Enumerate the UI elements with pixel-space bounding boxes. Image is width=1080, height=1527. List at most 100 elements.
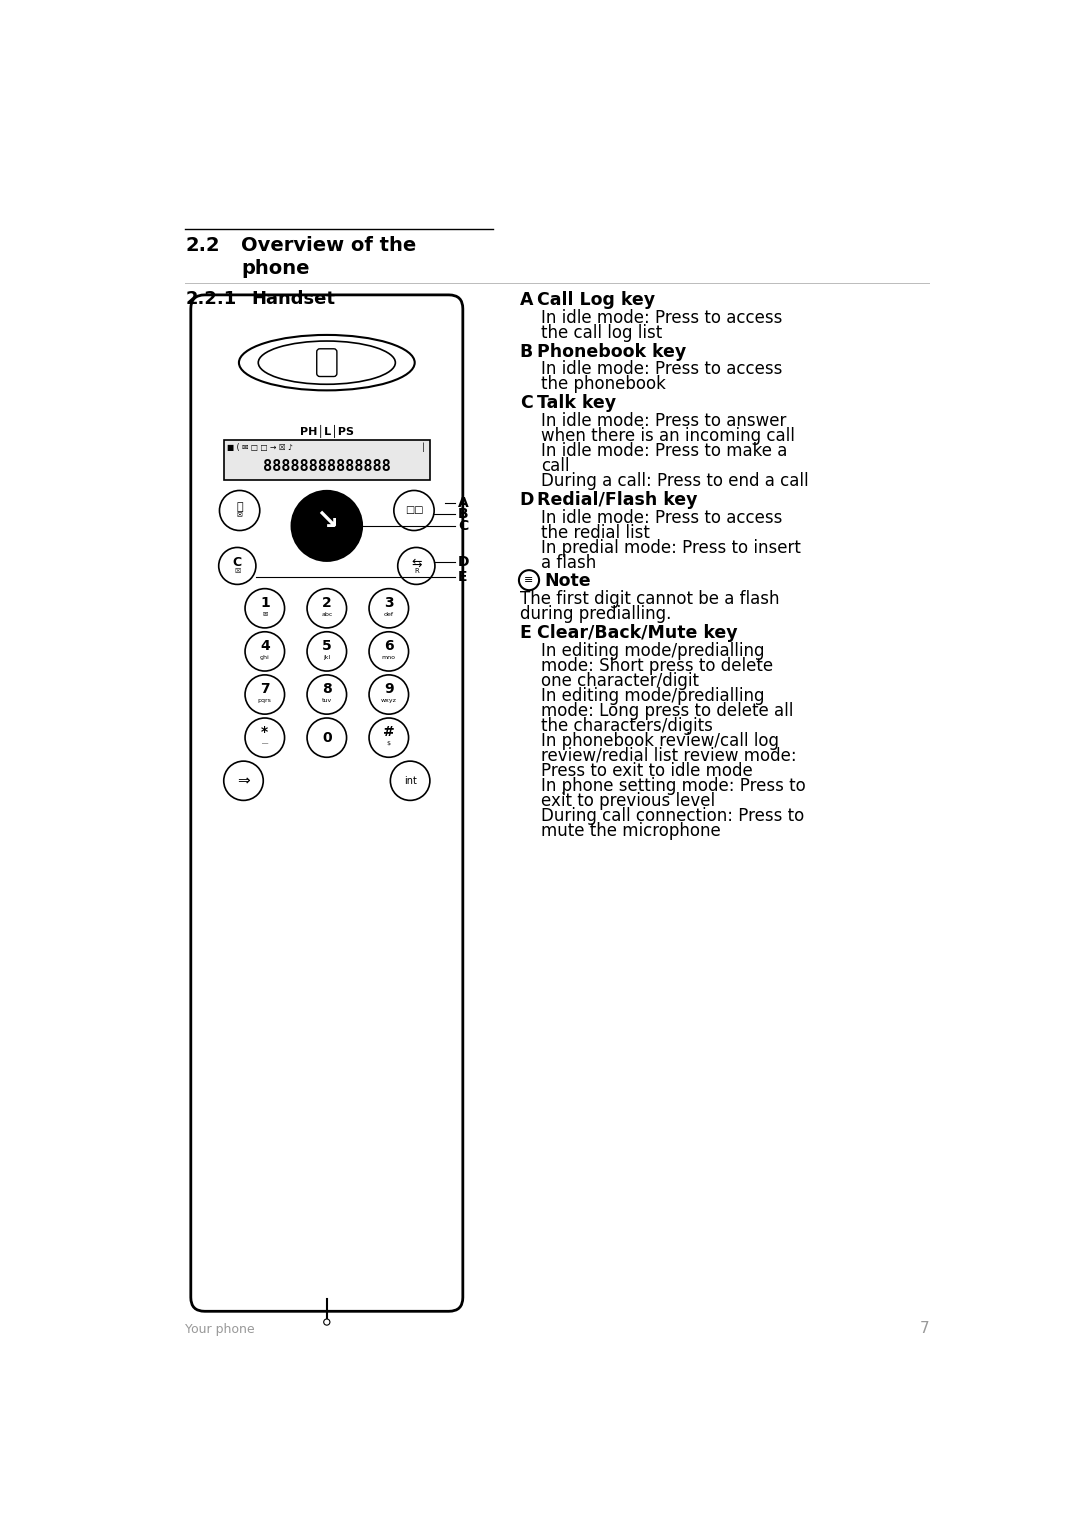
Text: mode: Short press to delete: mode: Short press to delete <box>541 657 773 675</box>
Text: def: def <box>383 612 394 617</box>
Circle shape <box>307 675 347 715</box>
Text: In phonebook review/call log: In phonebook review/call log <box>541 731 780 750</box>
Text: R: R <box>414 568 419 574</box>
Circle shape <box>394 490 434 530</box>
Circle shape <box>369 588 408 628</box>
Circle shape <box>307 718 347 757</box>
Text: abc: abc <box>321 612 333 617</box>
Text: Talk key: Talk key <box>537 394 616 412</box>
Text: review/redial list review mode:: review/redial list review mode: <box>541 747 797 765</box>
Circle shape <box>224 760 264 800</box>
Text: B: B <box>519 342 532 360</box>
Text: In idle mode: Press to access: In idle mode: Press to access <box>541 508 783 527</box>
Text: the redial list: the redial list <box>541 524 650 542</box>
Text: int: int <box>404 776 417 786</box>
Text: phone: phone <box>241 258 310 278</box>
Text: D: D <box>519 490 535 508</box>
FancyBboxPatch shape <box>316 348 337 377</box>
Text: 4: 4 <box>260 638 270 654</box>
Text: during predialling.: during predialling. <box>519 605 671 623</box>
Circle shape <box>397 548 435 585</box>
Text: Press to exit to idle mode: Press to exit to idle mode <box>541 762 753 780</box>
Circle shape <box>307 588 347 628</box>
Text: ✉: ✉ <box>262 612 268 617</box>
Text: │: │ <box>420 443 426 452</box>
Text: 6: 6 <box>384 638 393 654</box>
Text: 7: 7 <box>920 1321 930 1336</box>
Text: wxyz: wxyz <box>381 698 396 702</box>
Text: $: $ <box>387 741 391 747</box>
Text: E: E <box>519 625 531 641</box>
Text: During call connection: Press to: During call connection: Press to <box>541 806 805 825</box>
Text: one character/digit: one character/digit <box>541 672 700 690</box>
Text: ―: ― <box>261 741 268 747</box>
Text: exit to previous level: exit to previous level <box>541 793 716 809</box>
Text: ↘: ↘ <box>315 507 338 536</box>
Circle shape <box>219 490 260 530</box>
Text: ⇆: ⇆ <box>411 556 421 570</box>
Text: Redial/Flash key: Redial/Flash key <box>537 490 698 508</box>
Text: E: E <box>458 571 468 585</box>
Bar <box>225 440 430 479</box>
Text: In idle mode: Press to make a: In idle mode: Press to make a <box>541 441 787 460</box>
Text: the phonebook: the phonebook <box>541 376 666 394</box>
Text: In editing mode/predialling: In editing mode/predialling <box>541 641 765 660</box>
Circle shape <box>245 718 284 757</box>
Text: ⏱: ⏱ <box>237 502 243 513</box>
Circle shape <box>245 588 284 628</box>
Text: *: * <box>261 725 268 739</box>
Circle shape <box>307 632 347 670</box>
Text: 1: 1 <box>260 596 270 609</box>
Text: 3: 3 <box>384 596 393 609</box>
Text: Call Log key: Call Log key <box>537 292 654 308</box>
Text: 2.2.1: 2.2.1 <box>186 290 237 307</box>
Text: a flash: a flash <box>541 554 596 571</box>
Circle shape <box>292 492 362 560</box>
Text: During a call: Press to end a call: During a call: Press to end a call <box>541 472 809 490</box>
Text: call: call <box>541 457 570 475</box>
Text: the characters/digits: the characters/digits <box>541 716 713 734</box>
Text: In phone setting mode: Press to: In phone setting mode: Press to <box>541 777 806 796</box>
Text: Phonebook key: Phonebook key <box>537 342 686 360</box>
Circle shape <box>369 632 408 670</box>
Text: ✉: ✉ <box>237 513 243 519</box>
Text: A: A <box>458 496 469 510</box>
Text: ■ ( ✉ □ □ → ☒ ♪: ■ ( ✉ □ □ → ☒ ♪ <box>227 443 293 452</box>
Text: The first digit cannot be a flash: The first digit cannot be a flash <box>519 589 779 608</box>
Circle shape <box>245 675 284 715</box>
Circle shape <box>369 718 408 757</box>
Text: pqrs: pqrs <box>258 698 272 702</box>
Text: mno: mno <box>382 655 395 660</box>
Text: Clear/Back/Mute key: Clear/Back/Mute key <box>537 625 738 641</box>
Text: 8: 8 <box>322 683 332 696</box>
Circle shape <box>390 760 430 800</box>
Text: 2: 2 <box>322 596 332 609</box>
Text: In idle mode: Press to access: In idle mode: Press to access <box>541 308 783 327</box>
Text: A: A <box>519 292 534 308</box>
Text: Your phone: Your phone <box>186 1322 255 1336</box>
Text: mode: Long press to delete all: mode: Long press to delete all <box>541 702 794 719</box>
Text: Handset: Handset <box>252 290 335 307</box>
Text: when there is an incoming call: when there is an incoming call <box>541 428 795 444</box>
Text: B: B <box>458 507 469 521</box>
Circle shape <box>369 675 408 715</box>
Circle shape <box>245 632 284 670</box>
Text: Overview of the: Overview of the <box>241 235 417 255</box>
Text: D: D <box>458 556 470 570</box>
Text: In editing mode/predialling: In editing mode/predialling <box>541 687 765 705</box>
Text: Note: Note <box>544 573 591 591</box>
Text: 2.2: 2.2 <box>186 235 220 255</box>
Text: the call log list: the call log list <box>541 324 663 342</box>
Text: ghi: ghi <box>260 655 270 660</box>
Circle shape <box>324 1319 329 1325</box>
Text: 5: 5 <box>322 638 332 654</box>
Text: C: C <box>519 394 532 412</box>
Text: In idle mode: Press to access: In idle mode: Press to access <box>541 360 783 379</box>
Text: ⇒: ⇒ <box>238 773 249 788</box>
Text: #: # <box>383 725 394 739</box>
Text: mute the microphone: mute the microphone <box>541 822 721 840</box>
Circle shape <box>518 570 539 589</box>
Text: ☒: ☒ <box>234 568 241 574</box>
Text: tuv: tuv <box>322 698 332 702</box>
Text: ≡: ≡ <box>524 576 534 585</box>
